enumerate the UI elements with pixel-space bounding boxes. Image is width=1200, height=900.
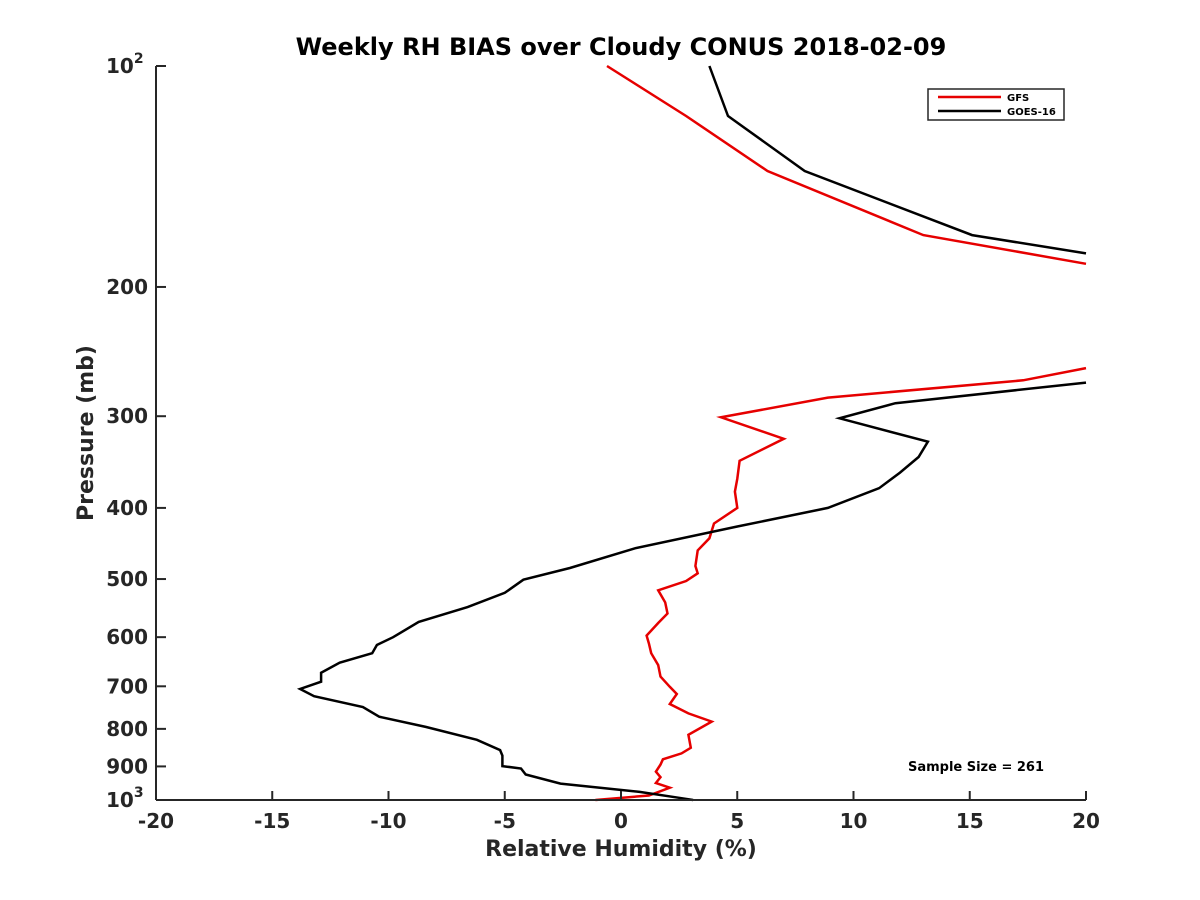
- series-line-gfs-segment-1: [606, 64, 1087, 266]
- x-tick-label: -20: [138, 809, 174, 833]
- x-tick-label: 15: [956, 809, 984, 833]
- y-tick-label: 200: [106, 275, 148, 299]
- x-tick-label: -10: [370, 809, 406, 833]
- y-tick-label: 900: [106, 754, 148, 778]
- axes: [155, 66, 1086, 801]
- x-tick-label: 20: [1072, 809, 1100, 833]
- sample-size-annotation: Sample Size = 261: [908, 760, 1044, 775]
- legend: GFS GOES-16: [927, 88, 1065, 121]
- y-tick-label: 700: [106, 674, 148, 698]
- y-tick-label: 300: [106, 404, 148, 428]
- x-axis-label: Relative Humidity (%): [485, 837, 757, 862]
- x-tick-label: 10: [840, 809, 868, 833]
- y-tick-label: 800: [106, 717, 148, 741]
- x-tick-label: -5: [494, 809, 516, 833]
- y-ticks: 102 200 300 400 500 600 700 800 900 103: [106, 51, 166, 812]
- x-tick-label: 0: [614, 809, 628, 833]
- y-axis-label: Pressure (mb): [74, 345, 99, 521]
- y-tick-label: 103: [106, 785, 144, 812]
- series-line-goes16-segment-2: [296, 381, 1087, 802]
- x-ticks: -20 -15 -10 -5 0 5 10 15 20: [138, 791, 1100, 833]
- series-line-gfs-segment-2: [595, 366, 1087, 802]
- x-tick-label: 5: [730, 809, 744, 833]
- x-tick-label: -15: [254, 809, 290, 833]
- series-line-goes16-segment-1: [708, 65, 1087, 255]
- y-tick-label: 102: [106, 51, 144, 78]
- y-tick-label: 400: [106, 496, 148, 520]
- chart-title: Weekly RH BIAS over Cloudy CONUS 2018-02…: [296, 33, 947, 61]
- legend-label-gfs: GFS: [1007, 93, 1029, 104]
- y-tick-label: 600: [106, 625, 148, 649]
- legend-box: [927, 88, 1065, 121]
- legend-label-goes16: GOES-16: [1007, 107, 1056, 118]
- y-tick-label: 500: [106, 567, 148, 591]
- series-layer: [296, 64, 1087, 802]
